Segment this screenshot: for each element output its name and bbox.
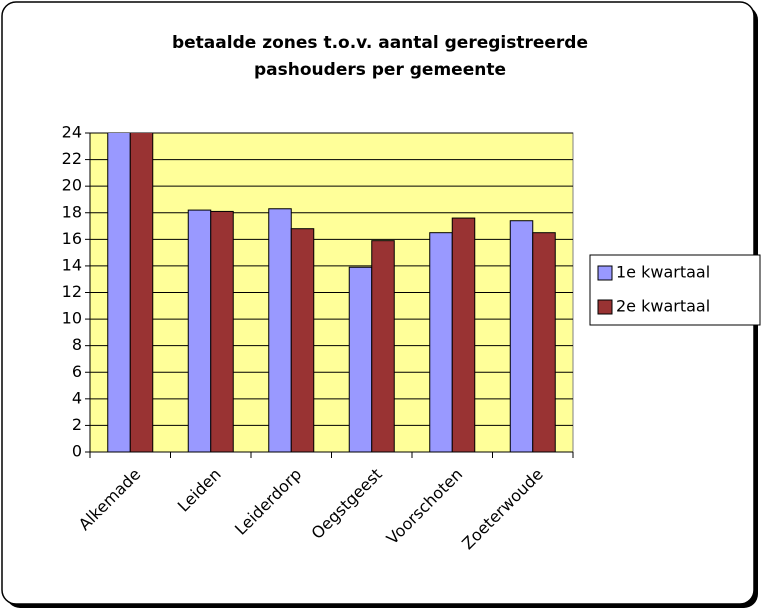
y-tick-label: 14 <box>62 255 82 274</box>
bar <box>107 133 131 452</box>
y-tick-label: 2 <box>72 415 82 434</box>
bar <box>129 133 154 452</box>
bar <box>268 208 292 452</box>
bar <box>187 209 212 452</box>
legend-swatch <box>597 299 613 315</box>
legend-swatch <box>597 265 613 281</box>
legend-label: 2e kwartaal <box>616 297 710 316</box>
y-tick-label: 24 <box>62 123 82 142</box>
y-tick-label: 10 <box>62 309 82 328</box>
bar <box>532 232 556 452</box>
bar <box>429 232 453 452</box>
y-tick-label: 8 <box>72 335 82 354</box>
bar <box>290 228 315 452</box>
bar <box>509 220 534 452</box>
y-tick-label: 4 <box>72 388 82 407</box>
y-tick-label: 22 <box>62 149 82 168</box>
chart-title: pashouders per gemeente <box>254 60 506 80</box>
legend <box>589 254 761 326</box>
bars <box>107 133 556 452</box>
y-tick-label: 0 <box>72 442 82 461</box>
bar <box>210 210 234 452</box>
legend-label: 1e kwartaal <box>616 263 710 282</box>
y-tick-label: 16 <box>62 229 82 248</box>
chart-title: betaalde zones t.o.v. aantal geregistree… <box>172 33 588 53</box>
y-tick-label: 18 <box>62 202 82 221</box>
bar <box>451 217 476 452</box>
y-tick-label: 12 <box>62 282 82 301</box>
bar <box>371 240 395 452</box>
y-tick-label: 20 <box>62 176 82 195</box>
bar <box>348 266 373 452</box>
y-tick-label: 6 <box>72 362 82 381</box>
